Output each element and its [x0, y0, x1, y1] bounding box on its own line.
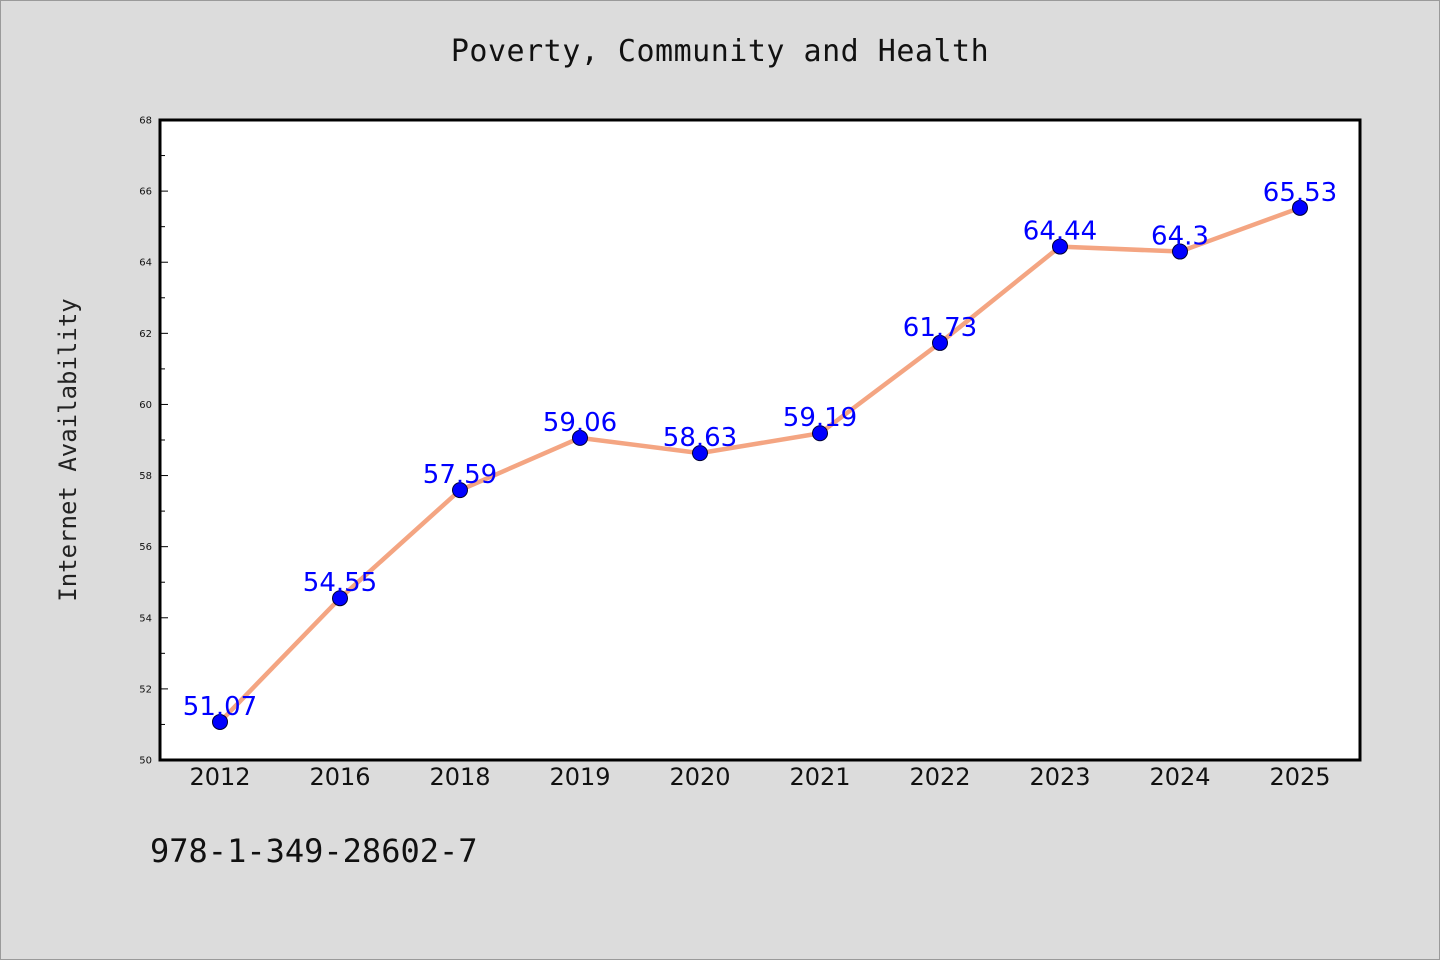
- x-axis: 2012 2016 2018 2019 2020 2021 2022 2023 2024 2025: [189, 763, 1330, 791]
- data-label: 51.07: [183, 692, 257, 722]
- data-point: [932, 334, 948, 351]
- data-label: 61.73: [903, 313, 977, 343]
- data-point: [692, 445, 708, 462]
- y-tick-label: 52: [139, 684, 152, 695]
- data-label: 64.3: [1151, 222, 1209, 252]
- data-label: 59.19: [783, 403, 857, 433]
- y-tick-label: 60: [139, 400, 152, 411]
- x-tick-label: 2023: [1029, 763, 1090, 791]
- data-label: 57.59: [423, 460, 497, 490]
- y-tick-label: 64: [139, 258, 152, 269]
- x-tick-label: 2012: [189, 763, 250, 791]
- y-tick-label: 54: [139, 613, 152, 624]
- x-tick-label: 2024: [1149, 763, 1210, 791]
- data-label: 65.53: [1263, 178, 1337, 208]
- data-label: 54.55: [303, 568, 377, 598]
- data-point: [1292, 199, 1308, 216]
- data-label: 58.63: [663, 423, 737, 453]
- y-tick-label: 50: [139, 756, 152, 767]
- data-label: 64.44: [1023, 217, 1097, 247]
- series-line: [217, 205, 1303, 725]
- x-tick-label: 2018: [429, 763, 490, 791]
- data-point: [452, 482, 468, 499]
- series-group: 51.07 54.55 57.59 59.06 58.63 59.19 61.73 64.44…: [183, 178, 1337, 730]
- x-tick-label: 2022: [909, 763, 970, 791]
- data-point: [212, 713, 228, 730]
- data-label: 59.06: [543, 408, 617, 438]
- y-tick-label: 58: [139, 471, 152, 482]
- y-tick-label: 62: [139, 329, 152, 340]
- x-tick-label: 2019: [549, 763, 610, 791]
- data-point: [1172, 243, 1188, 260]
- chart-title: Poverty, Community and Health: [450, 34, 990, 69]
- plot-border: [158, 118, 1362, 762]
- y-tick-label: 56: [139, 542, 152, 553]
- x-tick-label: 2021: [789, 763, 850, 791]
- data-point: [812, 425, 828, 442]
- x-tick-label: 2016: [309, 763, 370, 791]
- x-tick-label: 2025: [1269, 763, 1330, 791]
- y-tick-label: 66: [139, 187, 152, 198]
- footer-identifier: 978-1-349-28602-7: [150, 832, 478, 870]
- data-point: [1052, 238, 1068, 255]
- y-tick-label: 68: [139, 116, 152, 127]
- plot-area: [160, 120, 1360, 760]
- data-point: [332, 590, 348, 607]
- x-tick-label: 2020: [669, 763, 730, 791]
- y-axis-label: Internet Availability: [54, 298, 82, 601]
- data-point: [572, 429, 588, 446]
